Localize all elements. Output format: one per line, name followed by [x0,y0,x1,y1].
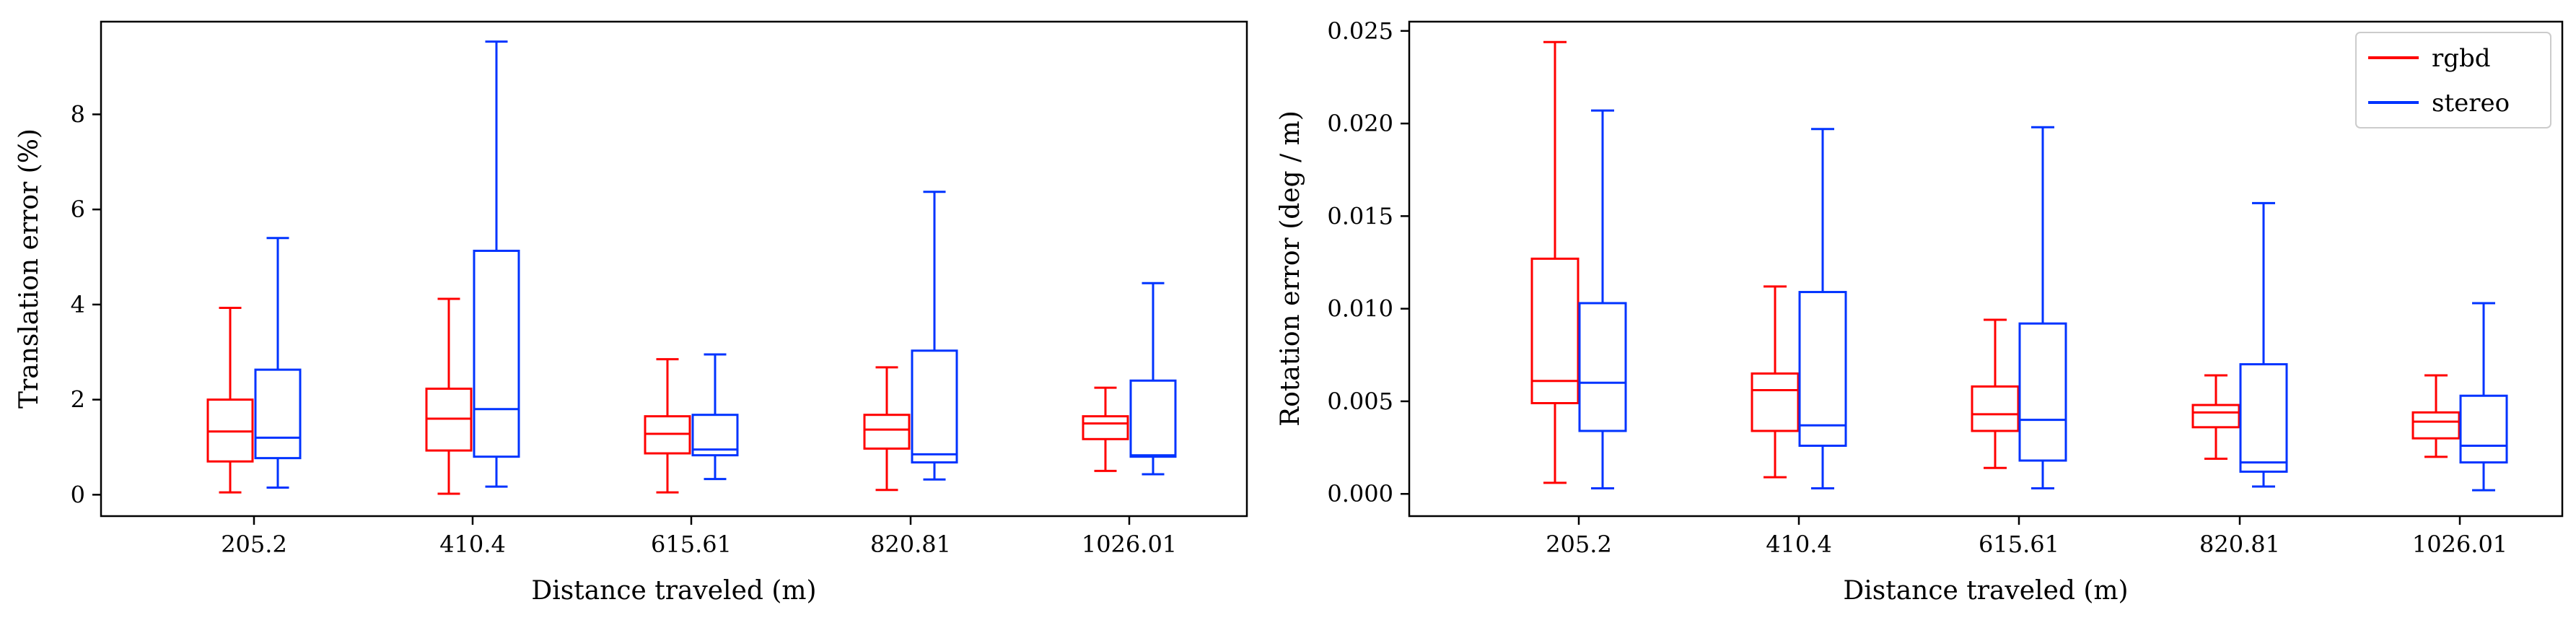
iqr-box [1129,379,1177,458]
iqr-box [2239,363,2288,473]
box-rgbd-410.4 [425,297,473,495]
y-tick-label: 6 [71,196,85,223]
box-rgbd-205.2 [1530,40,1580,484]
x-axis-label: Distance traveled (m) [531,576,816,606]
plot-frame [100,20,1248,518]
y-tick-label: 0.015 [1327,202,1393,230]
iqr-box [863,414,911,450]
y-tick-label: 4 [71,291,85,318]
box-rgbd-410.4 [1751,285,1800,479]
y-tick-label: 0.025 [1327,17,1393,45]
x-axis-label: Distance traveled (m) [1843,576,2128,606]
iqr-box [1082,415,1129,440]
box-stereo-1026.01 [2459,302,2508,492]
y-tick-label: 0.010 [1327,295,1393,323]
iqr-box [1530,257,1580,405]
box-stereo-410.4 [473,40,520,488]
box-stereo-820.81 [911,191,958,481]
box-rgbd-615.61 [644,358,691,494]
x-tick-label: 1026.01 [1082,531,1177,558]
y-tick-label: 8 [71,100,85,128]
box-stereo-410.4 [1798,128,1847,490]
box-series [1530,40,2508,492]
x-tick-label: 1026.01 [2412,531,2507,558]
y-tick-label: 0.000 [1327,480,1393,507]
x-tick-label: 410.4 [439,531,506,558]
x-tick-label: 820.81 [870,531,951,558]
legend-label-stereo: stereo [2432,89,2510,118]
iqr-box [2459,394,2508,464]
box-rgbd-205.2 [206,307,254,494]
box-stereo-205.2 [1578,109,1627,490]
x-tick-label: 615.61 [1979,531,2059,558]
y-axis: 0 2 4 6 8 [71,100,101,508]
iqr-box [473,249,520,458]
box-rgbd-1026.01 [2411,374,2461,458]
y-tick-label: 0.020 [1327,110,1393,137]
y-axis-label: Translation error (%) [14,128,44,409]
box-stereo-205.2 [254,237,302,489]
plot-frame [1408,20,2564,518]
iqr-box [254,368,302,460]
iqr-box [2411,411,2461,440]
box-stereo-615.61 [691,353,739,481]
translation-error-chart: 0 2 4 6 8 205.2 410.4 615.61 820.81 1026.01 Dist… [14,20,1248,606]
rotation-error-chart: 0.000 0.005 0.010 0.015 0.020 0.025 205.2 410.… [1276,17,2564,606]
box-series [206,40,1177,495]
iqr-box [1971,385,2020,432]
legend-label-rgbd: rgbd [2432,44,2491,73]
iqr-box [2191,404,2240,429]
box-stereo-615.61 [2018,126,2067,490]
y-tick-label: 2 [71,386,85,414]
iqr-box [911,349,958,464]
y-tick-label: 0.005 [1327,388,1393,415]
x-tick-label: 615.61 [651,531,732,558]
box-rgbd-1026.01 [1082,386,1129,472]
x-tick-label: 820.81 [2199,531,2280,558]
y-tick-label: 0 [71,481,85,508]
box-stereo-820.81 [2239,201,2288,488]
box-rgbd-615.61 [1971,318,2020,469]
iqr-box [1798,291,1847,448]
x-tick-label: 205.2 [221,531,287,558]
box-stereo-1026.01 [1129,282,1177,476]
iqr-box [1578,302,1627,432]
box-rgbd-820.81 [863,366,911,492]
x-axis: 205.2 410.4 615.61 820.81 1026.01 [1546,516,2507,558]
x-tick-label: 205.2 [1546,531,1612,558]
iqr-box [2018,322,2067,462]
x-axis: 205.2 410.4 615.61 820.81 1026.01 [221,516,1177,558]
iqr-box [1751,372,1800,432]
iqr-box [691,414,739,457]
box-rgbd-820.81 [2191,374,2240,460]
legend: rgbd stereo [2355,32,2551,128]
y-axis: 0.000 0.005 0.010 0.015 0.020 0.025 [1327,17,1409,507]
x-tick-label: 410.4 [1766,531,1832,558]
y-axis-label: Rotation error (deg / m) [1276,110,1305,427]
